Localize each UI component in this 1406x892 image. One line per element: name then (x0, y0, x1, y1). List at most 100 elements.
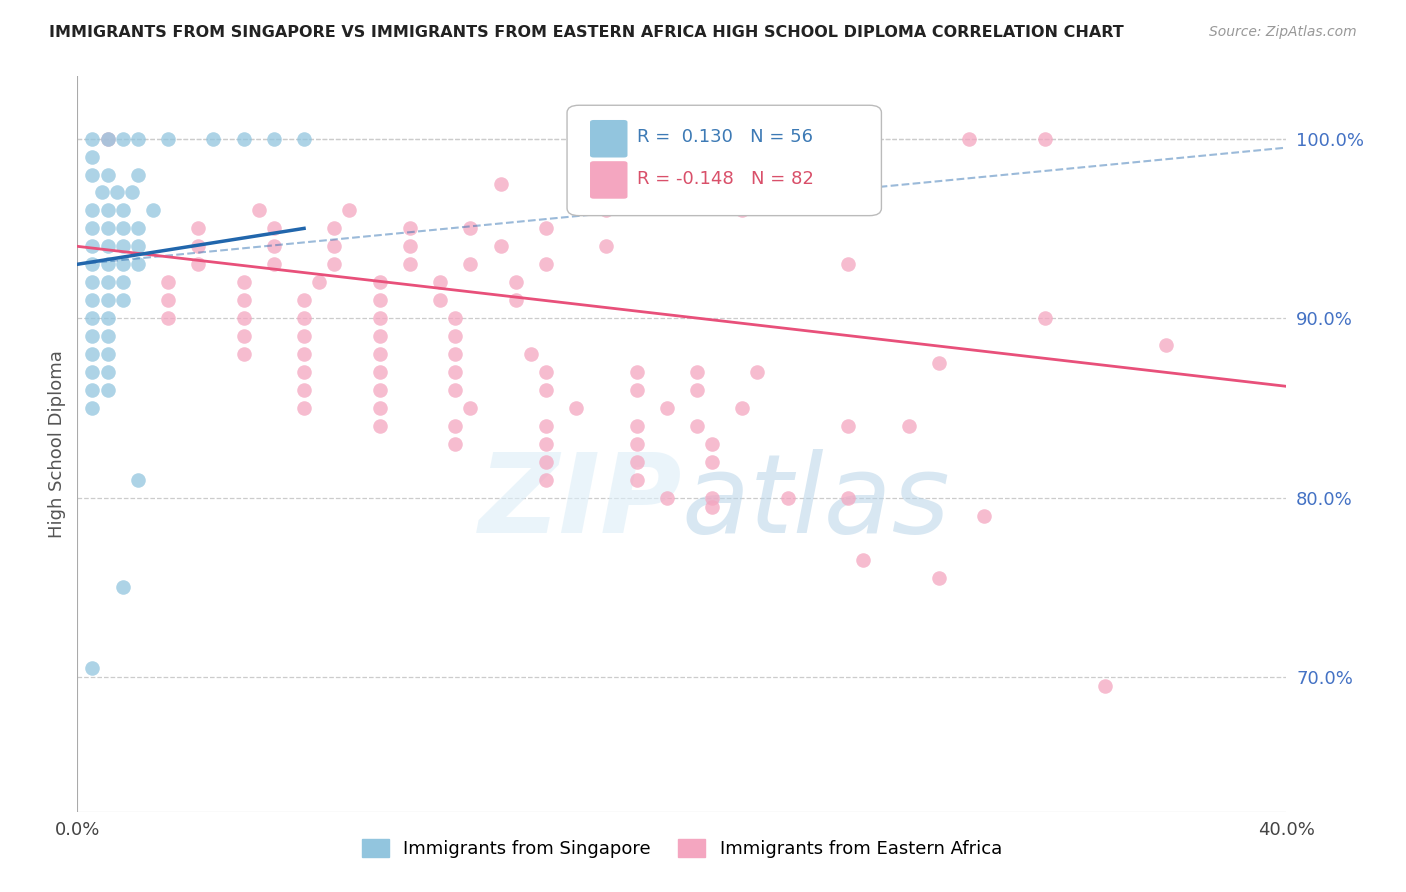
FancyBboxPatch shape (591, 120, 627, 158)
Point (292, 311, 315, 326)
Point (232, 293, 254, 308)
Point (686, 365, 709, 379)
Text: R =  0.130   N = 56: R = 0.130 N = 56 (637, 128, 813, 146)
Point (232, 131, 254, 145)
Text: IMMIGRANTS FROM SINGAPORE VS IMMIGRANTS FROM EASTERN AFRICA HIGH SCHOOL DIPLOMA : IMMIGRANTS FROM SINGAPORE VS IMMIGRANTS … (49, 25, 1123, 40)
FancyBboxPatch shape (591, 161, 627, 199)
Text: R = -0.148   N = 82: R = -0.148 N = 82 (637, 169, 814, 188)
Point (534, 455, 557, 469)
Point (82, 257, 104, 271)
Point (837, 491, 859, 505)
Point (96, 131, 118, 145)
Point (399, 239, 422, 253)
Point (82, 401, 104, 415)
Point (187, 221, 209, 235)
Point (429, 293, 451, 308)
Point (458, 401, 481, 415)
Point (292, 365, 315, 379)
Point (626, 418, 648, 433)
Point (82, 661, 104, 675)
Point (655, 491, 678, 505)
Point (111, 580, 134, 594)
Point (928, 571, 950, 585)
Point (232, 275, 254, 289)
Text: ZIP: ZIP (478, 450, 682, 556)
Point (96, 257, 118, 271)
Point (565, 401, 588, 415)
Point (489, 239, 512, 253)
Point (82, 347, 104, 361)
Point (595, 203, 617, 218)
Point (368, 329, 391, 343)
Point (111, 203, 134, 218)
Point (837, 257, 859, 271)
Point (837, 418, 859, 433)
Point (399, 221, 422, 235)
Point (489, 177, 512, 191)
Point (534, 221, 557, 235)
Point (263, 221, 285, 235)
Point (96, 275, 118, 289)
Point (82, 275, 104, 289)
Point (702, 436, 724, 450)
Point (82, 168, 104, 182)
Point (852, 553, 875, 567)
Point (292, 347, 315, 361)
Text: atlas: atlas (682, 450, 950, 556)
Point (82, 239, 104, 253)
Point (96, 347, 118, 361)
Point (127, 239, 149, 253)
Point (368, 401, 391, 415)
Point (534, 365, 557, 379)
Point (308, 275, 330, 289)
FancyBboxPatch shape (567, 105, 882, 216)
Point (731, 203, 754, 218)
Point (202, 131, 225, 145)
Point (96, 311, 118, 326)
Point (444, 383, 467, 397)
Point (792, 131, 814, 145)
Point (429, 275, 451, 289)
Point (444, 418, 467, 433)
Point (127, 257, 149, 271)
Point (82, 329, 104, 343)
Point (82, 150, 104, 164)
Point (263, 131, 285, 145)
Point (96, 221, 118, 235)
Point (702, 500, 724, 514)
Point (928, 356, 950, 370)
Point (686, 418, 709, 433)
Point (187, 257, 209, 271)
Point (702, 491, 724, 505)
Point (187, 239, 209, 253)
Point (111, 257, 134, 271)
Point (973, 508, 995, 523)
Point (292, 383, 315, 397)
Point (702, 455, 724, 469)
Point (323, 239, 346, 253)
Point (323, 221, 346, 235)
Point (127, 168, 149, 182)
Point (96, 239, 118, 253)
Point (626, 383, 648, 397)
Point (626, 365, 648, 379)
Point (292, 131, 315, 145)
Point (82, 383, 104, 397)
Point (444, 347, 467, 361)
Point (232, 311, 254, 326)
Point (127, 221, 149, 235)
Point (534, 436, 557, 450)
Point (232, 347, 254, 361)
Point (96, 383, 118, 397)
Point (90, 186, 112, 200)
Point (1094, 679, 1116, 693)
Point (444, 436, 467, 450)
Point (458, 257, 481, 271)
Point (1033, 131, 1056, 145)
Point (96, 293, 118, 308)
Point (96, 365, 118, 379)
Point (247, 203, 270, 218)
Point (534, 257, 557, 271)
Point (157, 311, 180, 326)
Point (399, 257, 422, 271)
